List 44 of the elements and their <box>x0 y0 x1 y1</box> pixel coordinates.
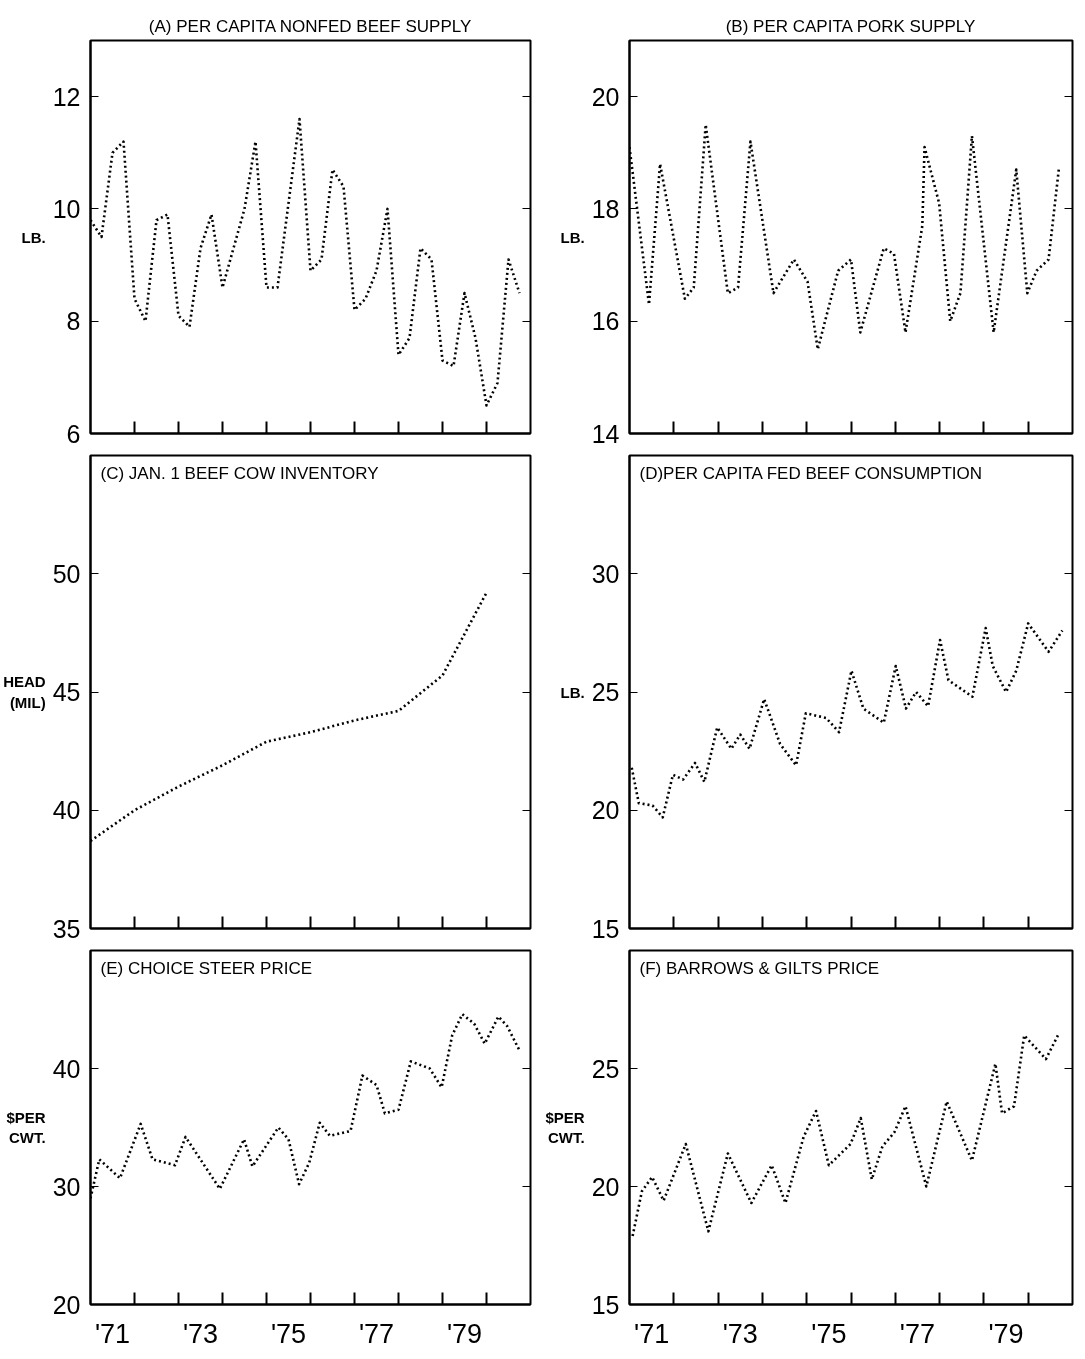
y-axis-title: LB. <box>21 228 46 246</box>
y-tick-label: 14 <box>591 419 620 448</box>
y-tick-label: 20 <box>52 1290 81 1319</box>
y-tick-label: 20 <box>591 82 620 111</box>
x-tick-label: '71 <box>634 1318 670 1349</box>
text: (D)PER CAPITA FED BEEF CONSUMPTION <box>639 463 983 483</box>
y-tick-label: 25 <box>591 1054 620 1083</box>
y-tick-label: 12 <box>52 82 81 111</box>
text: (E) CHOICE STEER PRICE <box>100 958 313 978</box>
y-tick-label: 45 <box>52 678 81 706</box>
y-tick-label: 50 <box>52 559 81 588</box>
y-tick-label: 30 <box>591 559 620 588</box>
y-tick-label: 15 <box>591 1290 620 1319</box>
x-tick-label: '75 <box>811 1318 847 1349</box>
y-tick-label: 30 <box>52 1172 81 1201</box>
y-tick-label: 18 <box>591 194 620 223</box>
y-tick-label: 20 <box>591 796 620 825</box>
x-tick-label: '79 <box>446 1318 483 1349</box>
chart-title: (B) PER CAPITA PORK SUPPLY <box>725 16 976 36</box>
y-axis-title: LB. <box>560 683 585 701</box>
x-tick-label: '77 <box>899 1318 936 1349</box>
x-tick-label: '73 <box>722 1318 758 1349</box>
y-axis-title: LB. <box>560 228 585 246</box>
x-tick-label: '77 <box>358 1318 395 1349</box>
y-tick-label: 20 <box>591 1172 620 1201</box>
y-axis-title: $PER CWT. <box>545 1108 585 1147</box>
text: (F) BARROWS & GILTS PRICE <box>639 958 880 978</box>
x-tick-label: '79 <box>988 1318 1024 1349</box>
y-tick-label: 6 <box>66 419 81 448</box>
text: (C) JAN. 1 BEEF COW INVENTORY <box>100 463 379 483</box>
x-tick-label: '75 <box>270 1318 307 1349</box>
y-tick-label: 35 <box>52 914 81 943</box>
y-axis-title: HEAD (MIL) <box>3 673 46 711</box>
chart-title: (A) PER CAPITA NONFED BEEF SUPPLY <box>148 16 472 36</box>
y-tick-label: 15 <box>591 914 620 943</box>
y-tick-label: 10 <box>52 194 81 223</box>
y-axis-title: $PER CWT. <box>6 1108 46 1147</box>
y-tick-label: 25 <box>591 678 620 706</box>
y-tick-label: 40 <box>52 796 81 825</box>
x-tick-label: '73 <box>182 1318 219 1349</box>
y-tick-label: 40 <box>52 1054 81 1083</box>
y-tick-label: 16 <box>591 307 620 336</box>
x-tick-label: '71 <box>94 1318 131 1349</box>
y-tick-label: 8 <box>66 307 81 336</box>
